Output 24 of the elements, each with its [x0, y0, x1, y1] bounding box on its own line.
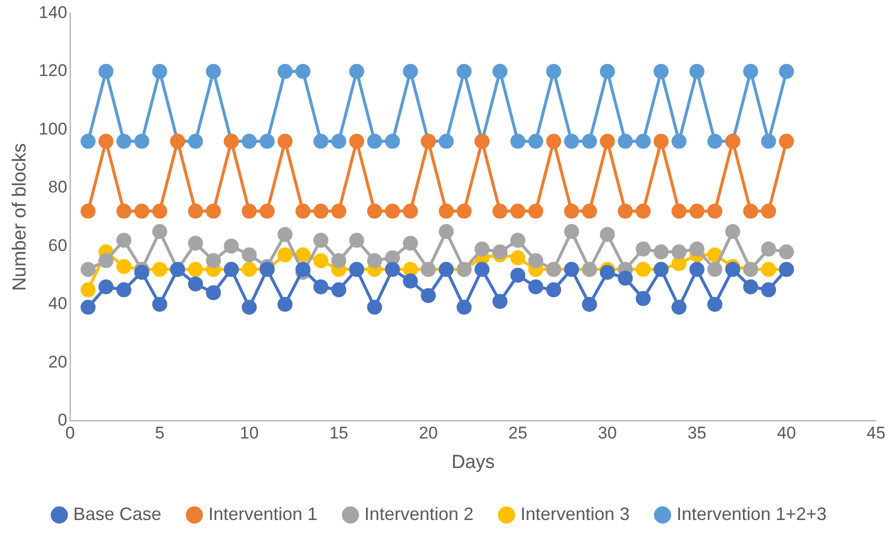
legend-label: Base Case: [73, 504, 162, 524]
y-tick-label: 0: [58, 410, 68, 430]
x-tick-label: 25: [508, 424, 528, 443]
x-tick-label: 35: [687, 424, 706, 443]
x-tick-label: 45: [866, 424, 886, 443]
legend-label: Intervention 3: [520, 504, 630, 524]
legend-label: Intervention 2: [364, 504, 474, 524]
y-tick-label: 60: [48, 236, 68, 255]
x-tick-label: 5: [154, 424, 164, 443]
x-tick-label: 30: [598, 424, 617, 443]
x-tick-label: 10: [240, 424, 259, 443]
x-tick-label: 20: [418, 424, 438, 443]
x-tick-label: 40: [777, 424, 796, 443]
y-axis-title: Number of blocks: [10, 143, 31, 291]
y-tick-label: 40: [48, 294, 68, 314]
legend-label: Intervention 1+2+3: [676, 504, 827, 524]
y-tick-label: 120: [38, 61, 68, 80]
legend-label: Intervention 1: [208, 504, 318, 524]
y-tick-label: 100: [38, 119, 68, 138]
x-axis-title: Days: [451, 452, 495, 473]
y-tick-label: 140: [38, 2, 68, 22]
y-tick-label: 80: [48, 178, 68, 197]
y-tick-label: 20: [48, 352, 68, 372]
x-tick-label: 15: [329, 424, 348, 443]
